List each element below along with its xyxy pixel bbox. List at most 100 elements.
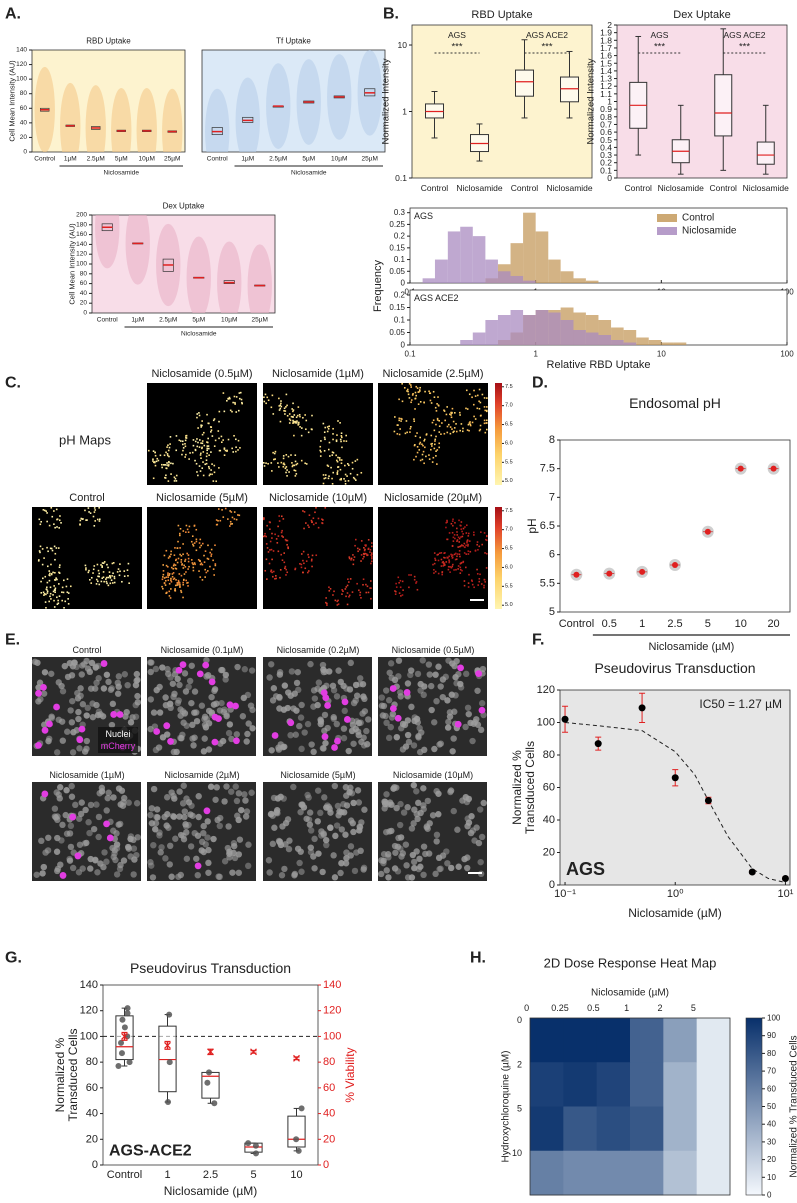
colorbar-tick-label: 5.0 [505,602,513,608]
ph-speck [479,424,482,427]
ph-speck [410,386,413,388]
nucleus [171,795,178,802]
ph-speck [349,578,352,580]
nucleus [249,706,256,714]
ph-speck [209,473,212,476]
ph-speck [203,444,206,447]
nucleus [213,700,220,707]
ph-speck [185,435,187,437]
ph-speck [284,467,287,470]
ph-speck [210,431,212,433]
ph-speck [300,434,303,437]
mcherry-cell [389,685,397,692]
ph-speck [435,455,437,457]
ph-speck [195,528,198,531]
image-title: Niclosamide (0.5µM) [151,368,252,380]
nucleus [464,704,472,711]
ph-speck [102,571,105,573]
y-tick-label: 40 [543,814,555,826]
ph-speck [282,536,284,538]
ph-speck [397,424,399,426]
nucleus [357,675,364,682]
x-tick-label: Control [511,183,539,193]
colorbar-tick-label: 30 [767,1137,776,1146]
ph-speck [237,409,240,412]
mcherry-cell [341,698,349,706]
y-tick-label: 60 [86,1082,98,1094]
ph-speck [478,545,481,548]
nucleus [411,864,418,872]
group-label: AGS [448,30,466,40]
ph-speck [364,545,367,547]
ph-speck [183,578,185,581]
ph-speck [180,591,183,594]
nucleus [200,829,207,837]
ph-speck [241,401,243,404]
ph-speck [49,586,52,589]
nucleus [407,671,414,679]
ph-speck [123,575,126,578]
ph-speck [179,586,181,588]
nucleus [321,794,328,801]
y-tick-label: 160 [76,231,87,238]
ph-speck [206,557,209,560]
ph-speck [38,518,41,521]
ph-speck [349,472,352,475]
ph-speck [478,577,481,580]
ph-speck [415,580,418,583]
ph-speck [485,567,488,569]
nucleus [396,821,404,829]
ph-speck [356,458,359,461]
ph-speck [436,463,438,465]
ph-speck [277,550,280,553]
histogram-bar [661,342,674,345]
ph-speck [224,507,227,510]
ph-speck [324,477,327,479]
y-tick-label: 0 [549,879,555,891]
nucleus [346,686,354,693]
ph-speck [465,407,467,410]
x-tick-label: 10¹ [777,888,793,900]
nucleus [474,687,481,694]
ph-speck [51,549,54,552]
data-point [119,1016,126,1023]
ph-speck [453,430,455,433]
ph-speck [450,566,453,569]
ph-speck [201,446,203,449]
nucleus [35,684,42,691]
ph-speck [413,458,415,461]
nucleus [243,808,251,815]
ph-speck [451,428,453,430]
ph-speck [453,534,456,536]
histogram-bar [485,259,498,283]
nucleus [347,817,355,824]
ph-speck [283,409,285,412]
ph-speck [280,400,282,402]
ph-speck [169,443,171,445]
ph-speck [58,527,60,529]
nucleus [134,676,141,684]
ph-speck [265,558,268,561]
nucleus [75,715,82,723]
ph-speck [187,560,190,563]
histogram-bar [623,342,637,345]
nucleus [85,819,92,826]
ph-speck [96,580,99,583]
ph-speck [164,579,167,582]
nucleus [175,697,182,704]
ph-speck [279,576,281,579]
ph-speck [486,406,488,408]
ph-speck [187,557,190,560]
ph-speck [325,597,327,599]
ph-speck [300,563,303,566]
y-tick-label: 120 [76,251,87,258]
ph-speck [419,390,421,392]
ph-speck [170,473,172,475]
ph-speck [281,535,283,537]
ph-speck [416,387,419,389]
y-tick-label: 1.4 [600,66,612,76]
ph-speck [284,567,286,570]
y-tick-label: 0.4 [600,142,612,152]
ph-speck [127,562,130,565]
